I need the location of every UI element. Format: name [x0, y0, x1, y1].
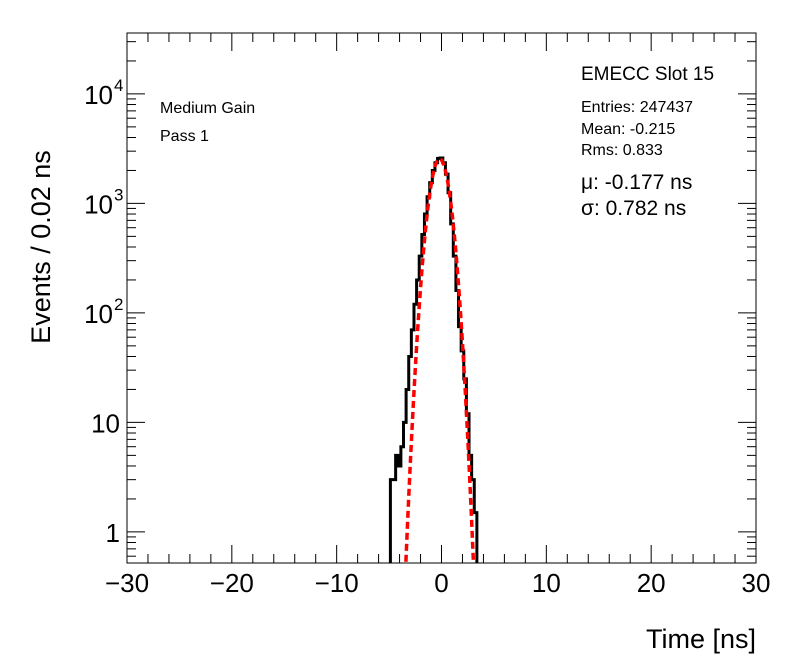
stats-rms: Rms: 0.833: [581, 142, 663, 159]
x-tick-label: 20: [637, 568, 666, 598]
axis-ticks: [126, 33, 757, 563]
stats-mean: Mean: -0.215: [581, 121, 675, 138]
y-tick-label: 10: [91, 408, 120, 438]
fit-sigma-label: σ: 0.782 ns: [581, 197, 686, 220]
x-tick-labels: −30 −20 −10 0 10 20 30: [105, 568, 771, 598]
pass-annotation: Pass 1: [160, 128, 209, 145]
y-tick-exponent: 3: [114, 185, 123, 204]
y-tick-label: 10: [84, 189, 113, 219]
x-tick-label: 30: [742, 568, 771, 598]
x-tick-label: 0: [434, 568, 448, 598]
y-tick-exponent: 4: [114, 76, 123, 95]
x-tick-label: −10: [315, 568, 359, 598]
y-tick-label: 10: [84, 299, 113, 329]
x-axis-title: Time [ns]: [646, 624, 756, 654]
y-tick-exponent: 2: [114, 295, 123, 314]
y-tick-label: 10: [84, 80, 113, 110]
gaussian-fit: [404, 157, 476, 563]
x-tick-label: −30: [105, 568, 149, 598]
gain-annotation: Medium Gain: [160, 100, 255, 117]
x-tick-label: −20: [210, 568, 254, 598]
y-tick-label: 1: [106, 518, 120, 548]
chart-title: EMECC Slot 15: [581, 64, 714, 85]
x-tick-label: 10: [532, 568, 561, 598]
fit-mu-label: μ: -0.177 ns: [581, 171, 692, 194]
y-axis-title: Events / 0.02 ns: [26, 150, 56, 344]
stats-entries: Entries: 247437: [581, 99, 693, 116]
fit-curve: [404, 157, 476, 563]
